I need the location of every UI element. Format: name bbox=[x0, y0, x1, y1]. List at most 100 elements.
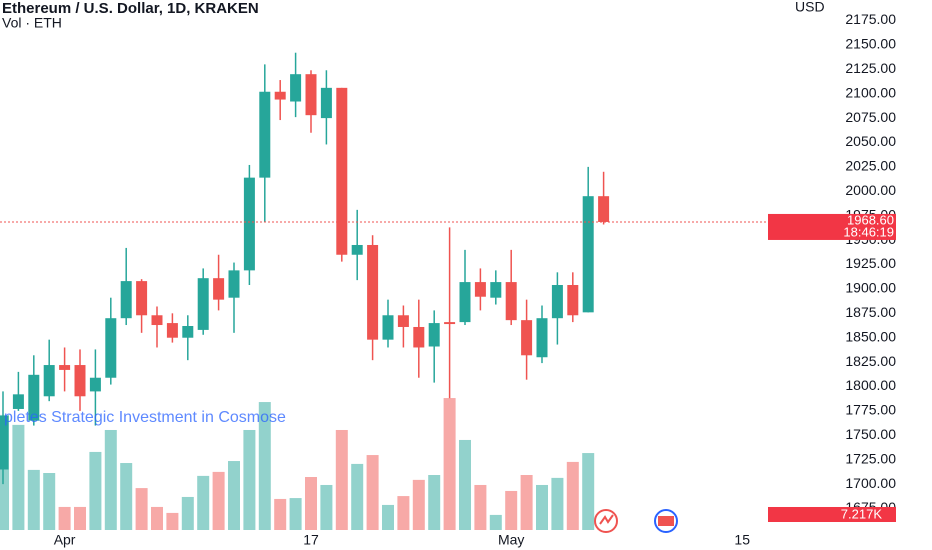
volume-bar bbox=[89, 451, 102, 530]
candle-body bbox=[567, 285, 579, 316]
volume-bar bbox=[305, 477, 317, 530]
candle-body bbox=[74, 365, 86, 397]
candle-body bbox=[551, 285, 563, 319]
volume-bar bbox=[0, 414, 9, 530]
volume-bar bbox=[228, 461, 240, 530]
volume-bar bbox=[366, 455, 379, 530]
candle-body bbox=[43, 365, 55, 397]
candle-body bbox=[12, 394, 24, 409]
volume-bar bbox=[258, 402, 271, 530]
flag-icon-glyph bbox=[658, 516, 674, 526]
volume-bar bbox=[104, 429, 117, 530]
currency-label: USD bbox=[795, 0, 825, 15]
volume-bar bbox=[536, 484, 548, 530]
y-tick-label: 1700.00 bbox=[845, 475, 896, 491]
y-tick-label: 2150.00 bbox=[845, 36, 896, 52]
candle-body bbox=[166, 323, 178, 338]
candle-body bbox=[367, 244, 379, 340]
candle-body bbox=[428, 323, 440, 347]
volume-bar bbox=[474, 484, 487, 530]
volume-bar bbox=[166, 512, 179, 530]
volume-bar bbox=[181, 496, 194, 530]
volume-bar bbox=[274, 498, 287, 530]
news-annotation: pletes Strategic Investment in Cosmose bbox=[4, 409, 286, 426]
volume-bar bbox=[428, 475, 441, 530]
volume-bar bbox=[120, 463, 133, 530]
volume-bar bbox=[58, 506, 71, 530]
candle-body bbox=[582, 196, 594, 313]
x-tick-label: 15 bbox=[734, 532, 750, 548]
candle-body bbox=[290, 74, 302, 102]
candle-body bbox=[474, 282, 486, 297]
volume-bar bbox=[412, 479, 425, 530]
y-tick-label: 1825.00 bbox=[845, 353, 896, 369]
candle-body bbox=[136, 281, 148, 316]
last-volume-tag bbox=[768, 506, 896, 522]
volume-bar bbox=[382, 504, 394, 530]
y-tick-label: 1900.00 bbox=[845, 280, 896, 296]
y-tick-label: 1875.00 bbox=[845, 304, 896, 320]
last-volume-label: 7.217K bbox=[841, 506, 883, 521]
x-tick-label: May bbox=[498, 532, 524, 548]
volume-bar bbox=[12, 424, 25, 530]
volume-bar bbox=[459, 439, 471, 530]
last-price-label: 1968.60 bbox=[847, 212, 894, 227]
volume-bar bbox=[135, 488, 148, 530]
y-tick-label: 2000.00 bbox=[845, 182, 896, 198]
volume-bar bbox=[397, 496, 410, 530]
candle-body bbox=[598, 196, 610, 222]
candle-body bbox=[336, 87, 348, 255]
candle-body bbox=[120, 281, 132, 319]
news-icon[interactable] bbox=[594, 509, 618, 533]
volume-bar bbox=[43, 473, 56, 530]
y-tick-label: 2025.00 bbox=[845, 158, 896, 174]
volume-bar bbox=[27, 469, 40, 530]
y-tick-label: 2175.00 bbox=[845, 11, 896, 27]
candle-body bbox=[0, 415, 9, 470]
candle-body bbox=[105, 318, 117, 378]
countdown-label: 18:46:19 bbox=[843, 224, 894, 239]
candle-body bbox=[59, 365, 71, 370]
candle-body bbox=[259, 91, 271, 178]
candle-body bbox=[351, 244, 363, 255]
candle-body bbox=[89, 377, 101, 392]
last-price-tag bbox=[768, 213, 896, 240]
y-tick-label: 1750.00 bbox=[845, 426, 896, 442]
candle-body bbox=[28, 374, 40, 421]
candle-body bbox=[397, 315, 409, 327]
volume-bar bbox=[212, 471, 225, 530]
candle-body bbox=[505, 282, 517, 321]
chart-title: Ethereum / U.S. Dollar, 1D, KRAKEN bbox=[2, 0, 259, 17]
volume-bar bbox=[489, 514, 502, 530]
volume-bar bbox=[197, 475, 210, 530]
candle-body bbox=[413, 326, 425, 348]
candle-layer bbox=[0, 52, 610, 485]
x-tick-label: 17 bbox=[303, 532, 319, 548]
candle-body bbox=[305, 74, 317, 116]
toolbar-icons[interactable] bbox=[594, 509, 678, 533]
y-tick-label: 1725.00 bbox=[845, 450, 896, 466]
y-tick-label: 2050.00 bbox=[845, 133, 896, 149]
candle-body bbox=[213, 278, 225, 300]
candle-body bbox=[228, 270, 240, 298]
volume-bar bbox=[74, 506, 86, 530]
y-tick-label: 1800.00 bbox=[845, 377, 896, 393]
volume-bar bbox=[151, 506, 163, 530]
y-tick-label: 1850.00 bbox=[845, 328, 896, 344]
volume-bar bbox=[243, 429, 256, 530]
volume-bar bbox=[505, 490, 518, 530]
news-icon-glyph bbox=[599, 514, 614, 525]
y-tick-label: 1775.00 bbox=[845, 402, 896, 418]
y-tick-label: 2100.00 bbox=[845, 84, 896, 100]
candle-body bbox=[490, 282, 502, 298]
y-tick-label: 2075.00 bbox=[845, 109, 896, 125]
candle-body bbox=[197, 278, 209, 330]
y-tick-label: 1925.00 bbox=[845, 255, 896, 271]
candle-body bbox=[182, 326, 194, 338]
candle-body bbox=[521, 320, 533, 356]
candle-body bbox=[536, 318, 548, 358]
candle-body bbox=[320, 87, 332, 119]
volume-bar bbox=[289, 498, 302, 530]
candle-body bbox=[382, 315, 394, 340]
